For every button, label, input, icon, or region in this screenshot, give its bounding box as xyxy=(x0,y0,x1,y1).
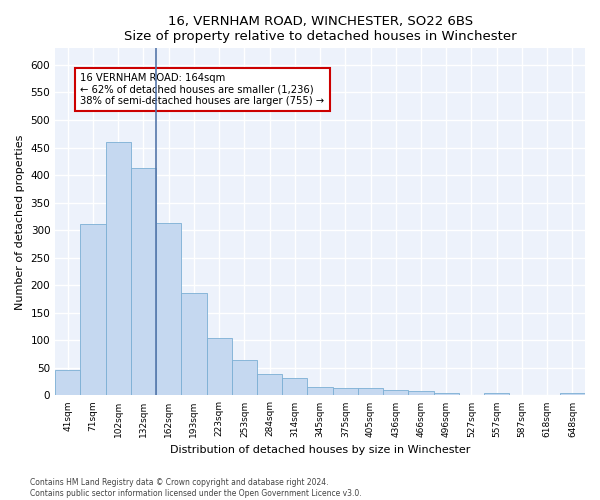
Bar xyxy=(80,224,106,396)
Bar xyxy=(358,388,383,396)
Bar xyxy=(181,293,206,396)
Bar xyxy=(282,378,307,396)
Bar xyxy=(484,392,509,396)
Title: 16, VERNHAM ROAD, WINCHESTER, SO22 6BS
Size of property relative to detached hou: 16, VERNHAM ROAD, WINCHESTER, SO22 6BS S… xyxy=(124,15,517,43)
Bar xyxy=(383,390,409,396)
Bar xyxy=(55,370,80,396)
Bar xyxy=(409,391,434,396)
Bar xyxy=(307,387,332,396)
Bar xyxy=(257,374,282,396)
Text: 16 VERNHAM ROAD: 164sqm
← 62% of detached houses are smaller (1,236)
38% of semi: 16 VERNHAM ROAD: 164sqm ← 62% of detache… xyxy=(80,73,325,106)
Text: Contains HM Land Registry data © Crown copyright and database right 2024.
Contai: Contains HM Land Registry data © Crown c… xyxy=(30,478,362,498)
Y-axis label: Number of detached properties: Number of detached properties xyxy=(15,134,25,310)
Bar xyxy=(434,392,459,396)
Bar xyxy=(232,360,257,396)
X-axis label: Distribution of detached houses by size in Winchester: Distribution of detached houses by size … xyxy=(170,445,470,455)
Bar xyxy=(156,223,181,396)
Bar xyxy=(560,392,585,396)
Bar xyxy=(206,338,232,396)
Bar xyxy=(332,388,358,396)
Bar xyxy=(131,168,156,396)
Bar xyxy=(106,142,131,396)
